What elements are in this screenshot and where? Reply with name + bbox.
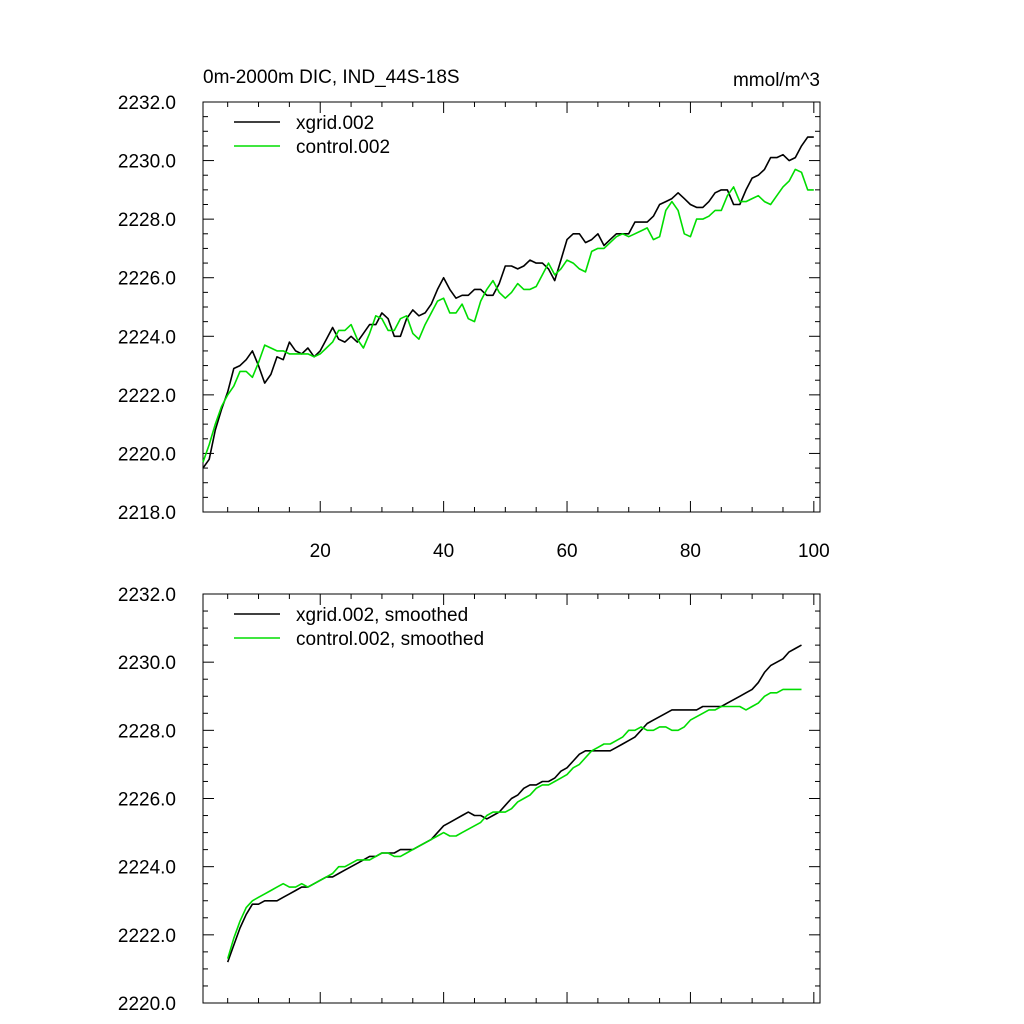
bottom-legend-label: control.002, smoothed xyxy=(296,629,484,650)
top-y-tick-label: 2230.0 xyxy=(118,152,176,173)
top-legend-label: control.002 xyxy=(296,137,390,158)
chart-title: 0m-2000m DIC, IND_44S-18S xyxy=(203,67,460,88)
units-label: mmol/m^3 xyxy=(733,70,820,91)
bottom-y-tick-label: 2222.0 xyxy=(118,926,176,947)
bottom-series-line-xgrid xyxy=(226,644,802,963)
bottom-legend-label: xgrid.002, smoothed xyxy=(296,605,468,626)
top-y-tick-label: 2228.0 xyxy=(118,210,176,231)
panel-top: 20 40 60 80 100 2218.0 2220.0 2222.0 2224.0 2226.… xyxy=(118,93,830,562)
top-y-tick-label: 2222.0 xyxy=(118,386,176,407)
top-series-line-xgrid xyxy=(202,136,814,469)
top-y-tick-label: 2218.0 xyxy=(118,503,176,524)
panel-bottom: 2220.0 2222.0 2224.0 2226.0 2228.0 2230.0 2232… xyxy=(118,585,821,1015)
top-y-tick-label: 2224.0 xyxy=(118,327,176,348)
bottom-y-tick-label: 2230.0 xyxy=(118,653,176,674)
top-y-tick-label: 2220.0 xyxy=(118,444,176,465)
bottom-y-tick-label: 2232.0 xyxy=(118,585,176,606)
bottom-y-tick-label: 2224.0 xyxy=(118,858,176,879)
bottom-y-tick-label: 2226.0 xyxy=(118,790,176,811)
bottom-series-line-control xyxy=(226,688,802,959)
top-y-tick-label: 2232.0 xyxy=(118,93,176,114)
top-x-tick-label: 20 xyxy=(310,541,331,562)
top-x-tick-label: 80 xyxy=(680,541,701,562)
top-x-tick-label: 60 xyxy=(556,541,577,562)
bottom-y-tick-label: 2228.0 xyxy=(118,721,176,742)
top-y-tick-label: 2226.0 xyxy=(118,269,176,290)
top-x-tick-label: 100 xyxy=(798,541,830,562)
top-series-line-control xyxy=(202,168,814,463)
top-plot-frame xyxy=(202,101,821,513)
top-x-tick-label: 40 xyxy=(433,541,454,562)
top-legend-label: xgrid.002 xyxy=(296,113,374,134)
bottom-y-tick-label: 2220.0 xyxy=(118,994,176,1015)
